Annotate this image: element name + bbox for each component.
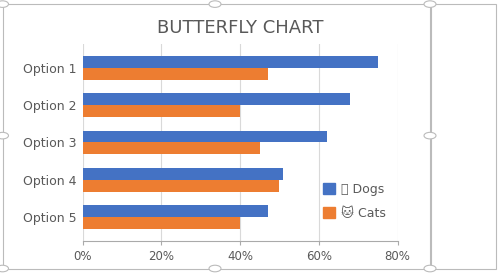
Bar bbox=[82, 180, 280, 192]
Bar bbox=[82, 68, 268, 80]
Bar bbox=[82, 105, 240, 117]
Title: BUTTERFLY CHART: BUTTERFLY CHART bbox=[157, 19, 323, 37]
Bar bbox=[82, 131, 326, 142]
Bar bbox=[82, 142, 260, 154]
Bar bbox=[82, 217, 240, 229]
Bar bbox=[82, 93, 350, 105]
Bar bbox=[82, 56, 378, 68]
Legend: 🐶 Dogs, 🐱 Cats: 🐶 Dogs, 🐱 Cats bbox=[318, 178, 391, 225]
Bar bbox=[82, 205, 268, 217]
Bar bbox=[82, 168, 283, 180]
